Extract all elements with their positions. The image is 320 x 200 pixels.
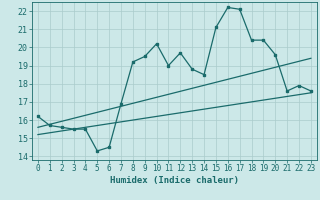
X-axis label: Humidex (Indice chaleur): Humidex (Indice chaleur) — [110, 176, 239, 185]
